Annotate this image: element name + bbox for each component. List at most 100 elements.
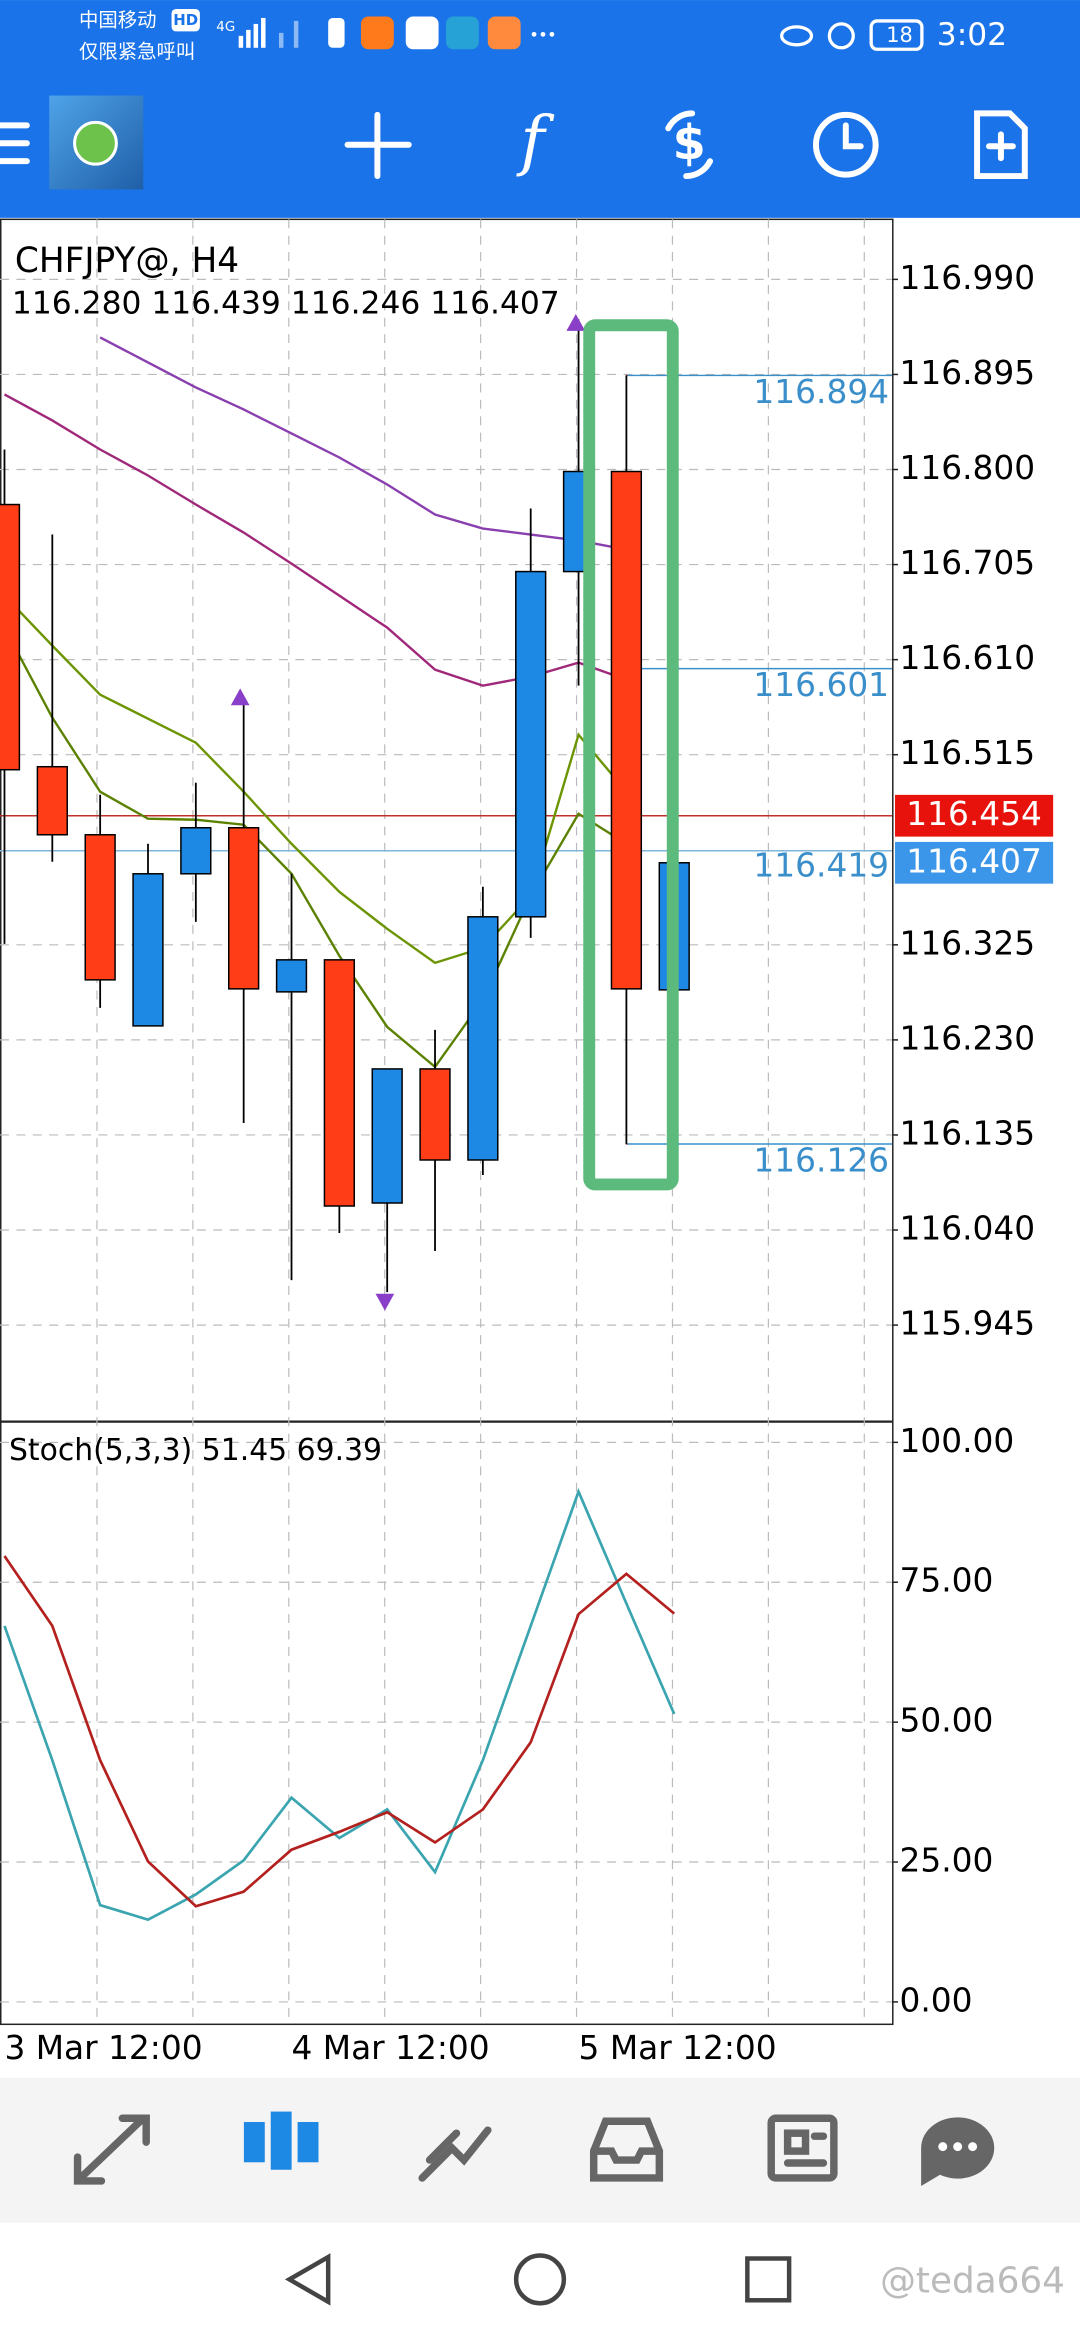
carrier: 中国移动 (79, 8, 157, 31)
y-tick-label: 116.515 (900, 734, 1036, 772)
watermark: @teda664 (880, 2260, 1065, 2301)
signal-bar (261, 17, 266, 48)
signal-bar (253, 23, 259, 48)
y-tick-label: 50.00 (900, 1702, 994, 1740)
trade-tab[interactable] (418, 2126, 492, 2182)
last-box (895, 841, 1054, 884)
y-tick-label: 116.230 (900, 1019, 1036, 1057)
clock: 3:02 (937, 17, 1007, 53)
highlight-box (583, 319, 679, 1191)
y-tick-label: 116.990 (900, 259, 1036, 297)
symbol-title: CHFJPY@, H4 (15, 241, 239, 281)
dot (953, 2142, 963, 2152)
back-button[interactable] (284, 2253, 331, 2306)
more-dot (531, 31, 537, 37)
status-right-icons (780, 19, 924, 51)
dot (968, 2142, 978, 2152)
app-notify (446, 16, 479, 50)
notify-icon (328, 17, 345, 48)
alarm-icon (827, 22, 855, 50)
chat-dots (938, 2142, 978, 2152)
app-notify (405, 16, 439, 50)
crosshair-button[interactable] (344, 111, 412, 180)
axes: 116.990 116.895 116.800 116.705 116.610 116.5… (4, 259, 1054, 2067)
system-nav-bg (0, 2222, 1080, 2340)
bottom-nav-bg (0, 2078, 1080, 2223)
reference-label: 116.419 (753, 847, 889, 885)
y-tick-label: 0.00 (900, 1981, 973, 2019)
app-notify (487, 16, 521, 50)
system-nav (284, 2253, 792, 2306)
fractal-markers (230, 313, 586, 1311)
fractal-up (566, 313, 586, 331)
signal-bar (238, 35, 244, 48)
quotes-tab[interactable] (73, 2114, 150, 2185)
indicator-line (3, 1487, 676, 1922)
candle-body (228, 827, 260, 990)
y-tick-label: 25.00 (900, 1842, 994, 1880)
candle-body (515, 570, 547, 918)
last-label: 116.407 (906, 842, 1042, 880)
home-button[interactable] (513, 2253, 567, 2306)
emergency-text: 仅限紧急呼叫 (79, 40, 195, 63)
y-tick-label: 116.135 (900, 1114, 1036, 1152)
fractal-down (375, 1293, 395, 1311)
level-label: 116.601 (753, 666, 889, 704)
trade-button[interactable]: $ (665, 110, 714, 180)
y-tick-label: 116.040 (900, 1210, 1036, 1248)
svg-text:$: $ (673, 116, 706, 171)
y-tick-label: 115.945 (900, 1305, 1036, 1343)
candle-body (323, 959, 356, 1207)
signal-bar (246, 29, 251, 48)
bid-label: 116.454 (906, 795, 1042, 833)
new-order-button[interactable] (974, 110, 1028, 180)
recents-button[interactable] (745, 2256, 792, 2303)
candle-body (132, 873, 164, 1027)
y-tick-label: 116.705 (900, 544, 1036, 582)
more-dot (540, 31, 546, 37)
bid-box (895, 794, 1054, 837)
y-tick-label: 116.895 (900, 354, 1036, 392)
ohlc-header: 116.280 116.439 116.246 116.407 (12, 285, 560, 321)
signal-icons (238, 16, 555, 50)
price-panel: 116.419 116.894 116.601 116.126 (0, 278, 893, 1326)
battery-icon (869, 19, 924, 51)
signal-bar (278, 32, 284, 48)
y-tick-label: 100.00 (900, 1422, 1015, 1460)
y-tick-label: 116.325 (900, 924, 1036, 962)
indicator-line (99, 336, 627, 551)
candle-body (0, 503, 21, 771)
y-tick-label: 116.610 (900, 639, 1036, 677)
indicator-line (3, 1555, 676, 1908)
candle-body (610, 470, 643, 990)
chart-tab[interactable] (243, 2111, 319, 2170)
app-logo-mark (73, 120, 118, 166)
top-bar-bg (0, 0, 1080, 218)
fractal-up (230, 688, 250, 706)
candle-body (84, 834, 116, 981)
candle-body (371, 1068, 403, 1204)
candle-body (467, 916, 499, 1161)
history-tab[interactable] (589, 2117, 664, 2182)
menu-button[interactable] (0, 122, 30, 165)
hd-badge: HD (173, 11, 198, 29)
candle-body (419, 1068, 451, 1161)
eye-icon (780, 25, 814, 47)
stoch-title: Stoch(5,3,3) 51.45 69.39 (9, 1433, 382, 1468)
y-tick-label: 75.00 (900, 1562, 994, 1600)
network-type: 4G (216, 20, 235, 35)
signal-bar (293, 20, 299, 48)
news-tab[interactable] (767, 2114, 838, 2182)
battery-level: 18 (886, 23, 913, 47)
candle-body (180, 827, 212, 875)
period-button[interactable] (812, 111, 879, 178)
dot (938, 2142, 948, 2152)
candle-body (36, 765, 68, 836)
candle-body (275, 959, 308, 993)
more-dot (549, 31, 555, 37)
stochastic-panel (0, 1441, 893, 2003)
x-tick-label: 4 Mar 12:00 (292, 2029, 490, 2067)
